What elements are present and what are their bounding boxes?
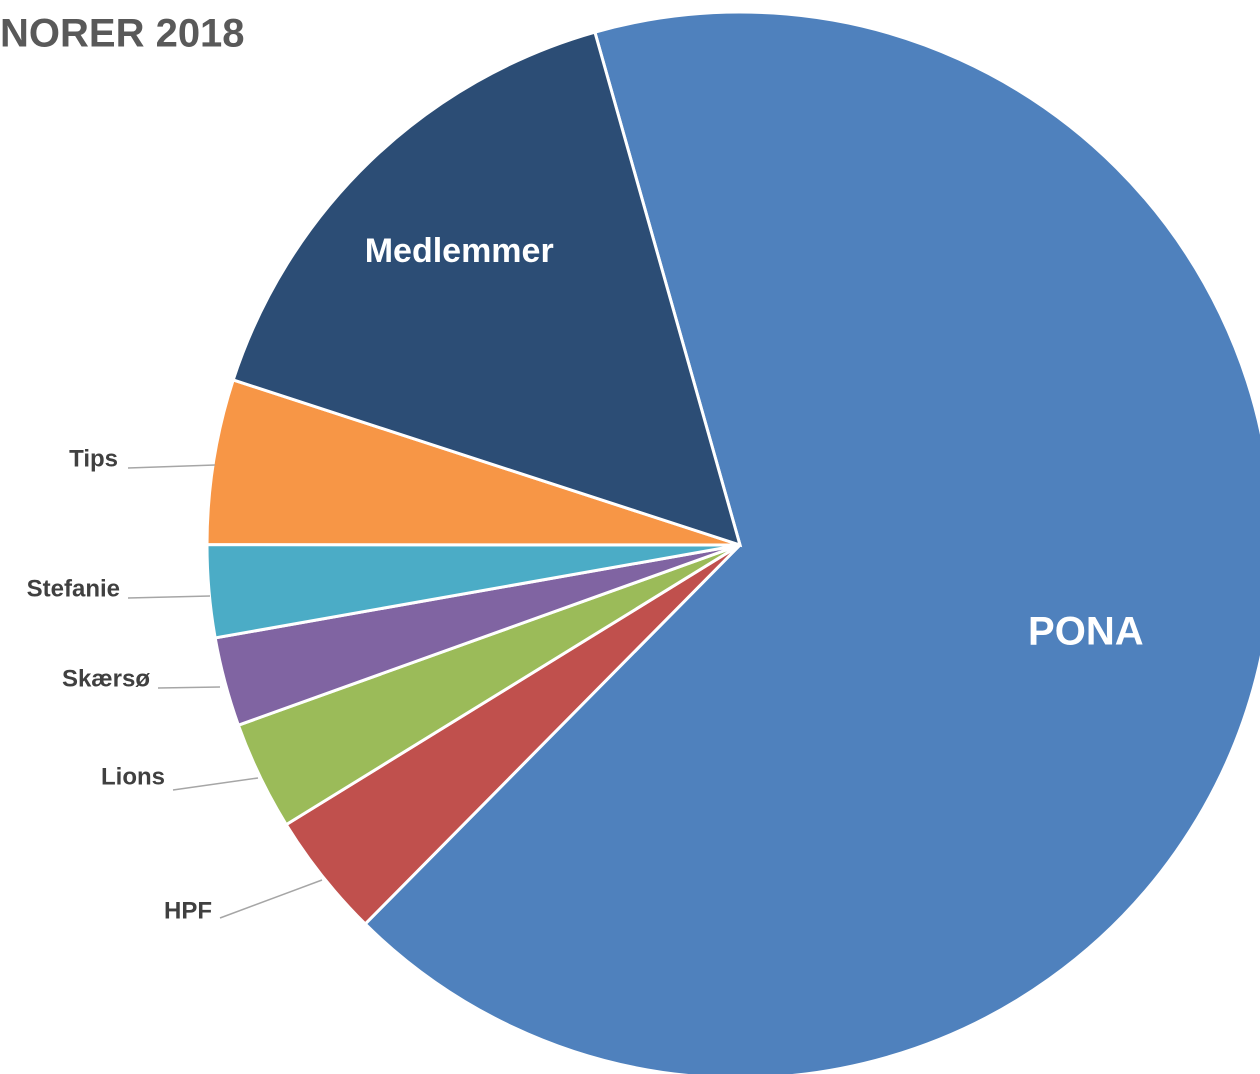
leader-line [157, 686, 221, 689]
pie-slice [231, 30, 743, 548]
leader-line [219, 879, 323, 919]
slices [205, 10, 1260, 1074]
slice-label: Medlemmer [365, 232, 554, 270]
labels: PONA HPF Lions Skærsø Stefanie Tips Medlemmer [27, 232, 1144, 924]
slice-label: Tips [69, 445, 118, 472]
pie-slice [205, 378, 741, 547]
leader-line [127, 595, 211, 599]
slice-label: PONA [1028, 610, 1144, 654]
chart-title: NORER 2018 [0, 12, 245, 56]
slice-label: HPF [164, 897, 212, 924]
slice-label: Skærsø [62, 665, 150, 692]
slice-label: Lions [101, 763, 165, 790]
slice-label: Stefanie [27, 575, 120, 602]
leader-line [127, 464, 216, 469]
leader-line [172, 777, 259, 791]
